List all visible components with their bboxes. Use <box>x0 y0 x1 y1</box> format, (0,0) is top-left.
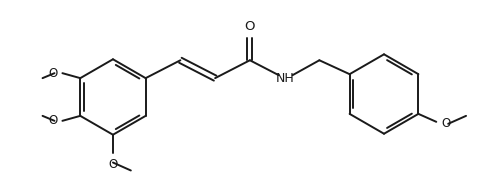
Text: O: O <box>245 20 255 33</box>
Text: NH: NH <box>275 72 294 85</box>
Text: O: O <box>48 67 58 80</box>
Text: O: O <box>441 117 451 130</box>
Text: O: O <box>108 158 118 171</box>
Text: O: O <box>48 114 58 127</box>
